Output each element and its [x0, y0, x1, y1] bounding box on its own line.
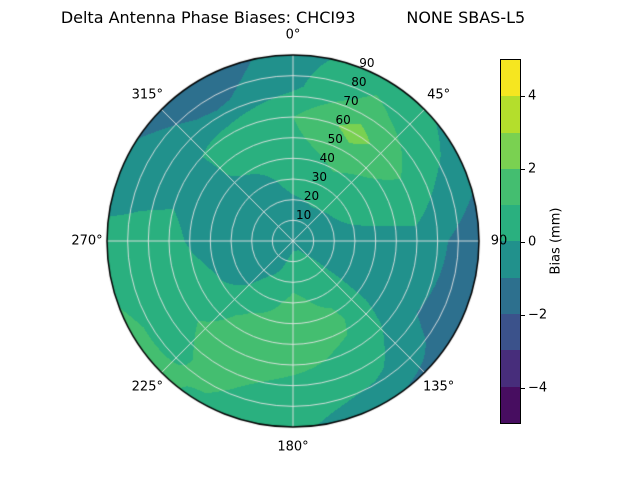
radial-tick-label: 80: [351, 74, 367, 89]
colorbar-band: [501, 168, 520, 206]
angular-tick-label: 0°: [285, 27, 301, 43]
angular-tick-label: 225°: [131, 379, 163, 395]
colorbar-band: [501, 241, 520, 278]
colorbar-tick-mark: [521, 314, 525, 316]
angular-tick-label: 270°: [71, 233, 103, 249]
colorbar-tick-label: 4: [528, 88, 537, 103]
angular-tick-label: 90: [490, 233, 508, 249]
colorbar-tick-label: 2: [528, 161, 537, 176]
colorbar-axis-label: Bias (mm): [548, 207, 564, 275]
radial-tick-label: 50: [327, 132, 343, 147]
radial-tick-label: 90: [359, 55, 375, 70]
colorbar-band: [501, 205, 520, 242]
colorbar-band: [501, 314, 520, 351]
angular-tick-label: 180°: [277, 439, 309, 455]
angular-tick-label: 135°: [422, 379, 455, 395]
colorbar-band: [501, 277, 520, 315]
radial-tick-label: 40: [319, 151, 335, 166]
radial-tick-label: 70: [343, 93, 359, 108]
polar-contour-plot: [105, 53, 481, 429]
colorbar-band: [501, 386, 520, 423]
chart-title: Delta Antenna Phase Biases: CHCI93 NONE …: [60, 8, 526, 27]
colorbar-band: [501, 96, 520, 133]
colorbar-tick-mark: [521, 241, 525, 243]
radial-tick-label: 30: [311, 170, 328, 185]
radial-tick-label: 20: [303, 189, 320, 204]
colorbar-tick-label: 0: [528, 234, 537, 249]
angular-tick-label: 45°: [427, 87, 451, 103]
colorbar-band: [501, 132, 520, 169]
colorbar-tick-mark: [521, 95, 525, 97]
colorbar-band: [501, 350, 520, 387]
colorbar-tick-mark: [521, 387, 525, 389]
colorbar-tick-mark: [521, 168, 525, 170]
colorbar-tick-label: −2: [528, 307, 548, 322]
colorbar-tick-label: −4: [528, 380, 548, 395]
colorbar: [500, 59, 521, 424]
radial-tick-label: 60: [335, 112, 351, 127]
radial-tick-label: 10: [295, 208, 312, 223]
angular-tick-label: 315°: [131, 87, 163, 103]
colorbar-band: [501, 60, 520, 97]
